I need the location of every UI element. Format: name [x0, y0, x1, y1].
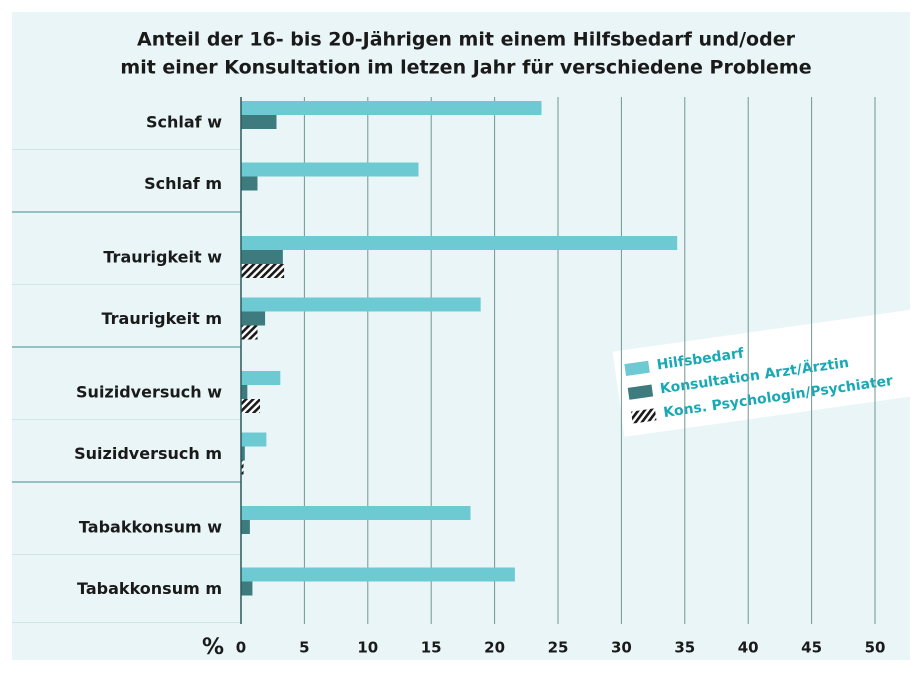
category-label: Schlaf w: [146, 113, 222, 132]
bar: [241, 264, 285, 278]
bar: [241, 325, 258, 340]
bar: [241, 460, 244, 475]
x-tick-label: 0: [236, 639, 246, 657]
x-tick-label: 25: [548, 639, 569, 657]
x-tick-label: 45: [801, 639, 822, 657]
category-label: Suizidversuch m: [74, 444, 222, 463]
x-tick-label: 40: [738, 639, 759, 657]
x-tick-label: 10: [357, 639, 378, 657]
bar: [241, 297, 481, 312]
category-label: Schlaf m: [144, 174, 222, 193]
bar: [241, 432, 267, 447]
x-tick-label: 20: [484, 639, 505, 657]
legend-box: [612, 308, 922, 437]
x-tick-label: 15: [421, 639, 442, 657]
category-label: Traurigkeit m: [102, 309, 223, 328]
bar: [241, 520, 250, 534]
x-tick-label: 50: [865, 639, 886, 657]
category-label: Tabakkonsum m: [77, 579, 222, 598]
chart-title: Anteil der 16- bis 20-Jährigen mit einem…: [137, 29, 796, 51]
x-axis-label: %: [202, 635, 224, 660]
bar: [241, 567, 515, 582]
bar: [241, 581, 253, 596]
chart-title: mit einer Konsultation im letzen Jahr fü…: [120, 57, 811, 79]
legend-swatch: [624, 360, 650, 376]
bar: [241, 162, 419, 177]
bar: [241, 311, 266, 326]
bar: [241, 250, 283, 264]
bar: [241, 115, 277, 129]
bar: [241, 506, 471, 520]
category-label: Tabakkonsum w: [79, 518, 222, 537]
bar: [241, 236, 678, 250]
legend-swatch: [627, 384, 654, 400]
bar: [241, 399, 261, 413]
bar: [241, 101, 542, 115]
category-label: Suizidversuch w: [76, 383, 222, 402]
x-tick-label: 35: [674, 639, 695, 657]
bar: [241, 371, 281, 385]
x-tick-label: 30: [611, 639, 632, 657]
bar: [241, 176, 258, 191]
legend-swatch: [631, 408, 657, 424]
x-tick-label: 5: [299, 639, 309, 657]
bar: [241, 385, 248, 399]
bar: [241, 446, 245, 461]
category-label: Traurigkeit w: [103, 248, 222, 267]
